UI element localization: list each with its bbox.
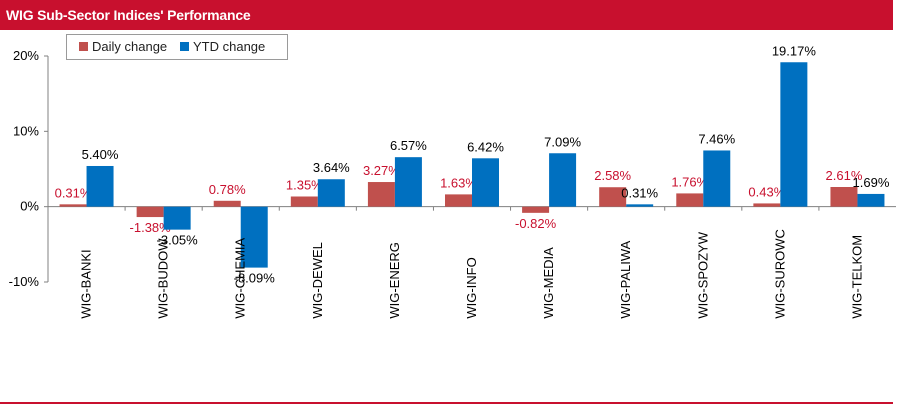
category-label: WIG-INFO — [464, 257, 479, 318]
data-label-daily: -1.38% — [130, 220, 172, 235]
bar-ytd — [857, 193, 885, 207]
data-label-ytd: 5.40% — [82, 147, 119, 162]
bar-ytd — [163, 206, 191, 230]
bottom-border — [0, 402, 893, 404]
bar-ytd — [317, 179, 345, 207]
y-tick-label: 0% — [20, 199, 39, 214]
bar-ytd — [394, 157, 422, 207]
category-label: WIG-MEDIA — [541, 247, 556, 319]
data-label-ytd: 7.46% — [698, 131, 735, 146]
category-label: WIG-CHEMIA — [233, 237, 248, 318]
category-label: WIG-DEWEL — [310, 242, 325, 319]
data-label-daily: -0.82% — [515, 216, 557, 231]
legend-item-daily: Daily change — [79, 39, 167, 54]
category-label: WIG-SUROWC — [772, 229, 787, 319]
y-tick-label: 10% — [13, 123, 39, 138]
data-label-daily: 0.43% — [748, 184, 785, 199]
bar-daily — [367, 182, 395, 207]
data-label-ytd: 7.09% — [544, 134, 581, 149]
bar-daily — [830, 187, 858, 207]
y-tick-label: 20% — [13, 48, 39, 63]
category-label: WIG-ENERG — [387, 242, 402, 319]
data-label-ytd: 19.17% — [772, 43, 817, 58]
category-label: WIG-TELKOM — [849, 235, 864, 319]
legend-label-ytd: YTD change — [193, 39, 266, 54]
data-label-ytd: -8.09% — [234, 271, 276, 286]
y-tick-label: -10% — [9, 274, 40, 289]
data-label-daily: 1.76% — [671, 174, 708, 189]
data-label-daily: 1.35% — [286, 177, 323, 192]
category-label: WIG-PALIWA — [618, 240, 633, 318]
legend-swatch-ytd — [180, 42, 189, 52]
category-label: WIG-SPOZYW — [695, 231, 710, 318]
data-label-daily: 2.61% — [826, 168, 863, 183]
bar-ytd — [626, 204, 654, 207]
chart-title: WIG Sub-Sector Indices' Performance — [6, 7, 251, 23]
data-label-ytd: 6.57% — [390, 138, 427, 153]
data-label-ytd: 1.69% — [853, 175, 890, 190]
legend: Daily change YTD change — [66, 34, 288, 60]
data-label-daily: 2.58% — [594, 168, 631, 183]
data-label-daily: 3.27% — [363, 163, 400, 178]
bar-daily — [136, 206, 164, 218]
chart-title-bar: WIG Sub-Sector Indices' Performance — [0, 0, 893, 30]
bar-ytd — [780, 62, 808, 207]
bar-ytd — [472, 158, 499, 207]
bar-daily — [59, 204, 87, 207]
bar-daily — [522, 206, 550, 213]
data-label-ytd: 6.42% — [467, 139, 504, 154]
bar-ytd — [549, 153, 577, 207]
data-label-daily: 1.63% — [440, 175, 477, 190]
legend-item-ytd: YTD change — [180, 39, 265, 54]
bar-daily — [753, 203, 781, 207]
data-label-ytd: 0.31% — [621, 185, 658, 200]
data-label-daily: 0.31% — [55, 185, 92, 200]
bar-daily — [213, 200, 241, 207]
data-label-ytd: 3.64% — [313, 160, 350, 175]
bar-ytd — [240, 206, 268, 268]
bar-daily — [290, 196, 318, 207]
legend-label-daily: Daily change — [92, 39, 168, 54]
bar-daily — [599, 187, 627, 207]
data-label-ytd: -3.05% — [157, 233, 199, 248]
bar-daily — [676, 193, 704, 207]
bar-daily — [445, 194, 472, 207]
category-label: WIG-BUDOW — [156, 238, 171, 319]
legend-swatch-daily — [79, 42, 88, 52]
data-label-daily: 0.78% — [209, 182, 246, 197]
bar-ytd — [703, 150, 731, 207]
bar-ytd — [86, 165, 114, 207]
category-label: WIG-BANKI — [79, 249, 94, 318]
